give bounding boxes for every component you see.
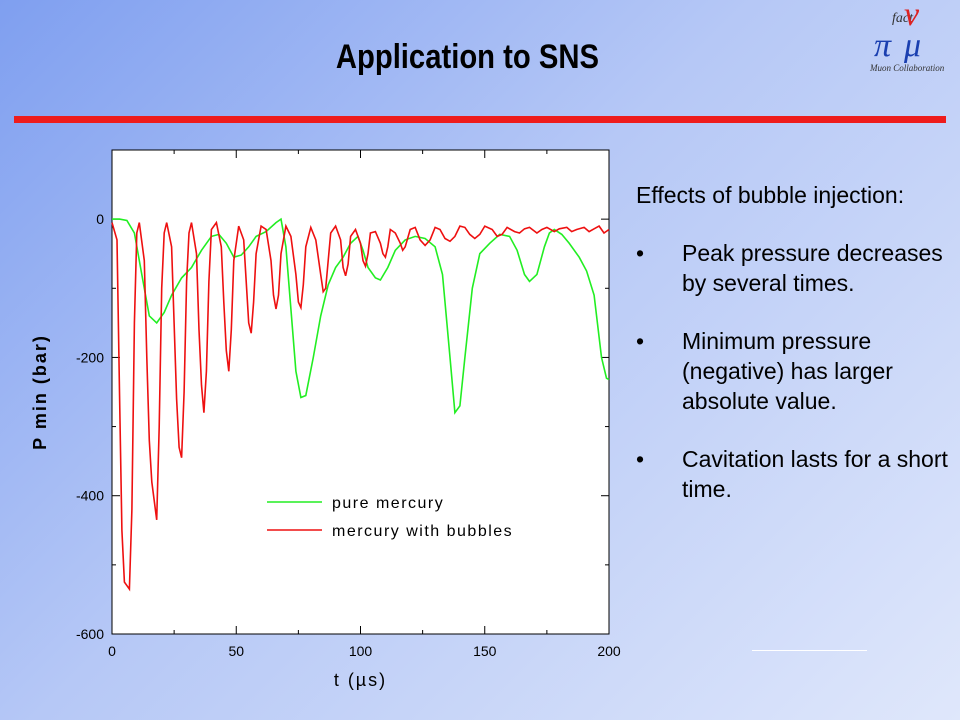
title-rule <box>14 116 946 123</box>
logo-nu: ν <box>904 0 920 33</box>
list-item: • Peak pressure decreases by several time… <box>636 238 956 298</box>
notes-list: • Peak pressure decreases by several time… <box>636 238 956 504</box>
y-tick-label: -400 <box>76 488 104 504</box>
y-tick-label: -200 <box>76 349 104 365</box>
y-tick-label: 0 <box>96 211 104 227</box>
bullet-icon: • <box>636 328 645 354</box>
bullet-text: Cavitation lasts for a short time. <box>682 446 948 502</box>
axis-ticks <box>111 149 610 635</box>
x-tick-label: 100 <box>349 643 373 659</box>
axis-tick-labels: 0 50 100 150 200 0 -200 -400 -600 <box>76 211 621 659</box>
bullet-text: Minimum pressure (negative) has larger a… <box>682 328 893 414</box>
bullet-text: Peak pressure decreases by several times… <box>682 240 943 296</box>
pressure-chart: 0 50 100 150 200 0 -200 -400 -600 pure mercury m… <box>20 135 640 695</box>
logo-pi: π <box>874 27 892 64</box>
legend-label-mercury-with-bubbles: mercury with bubbles <box>332 523 513 540</box>
series-line-pure-mercury <box>112 217 610 415</box>
list-item: • Cavitation lasts for a short time. <box>636 444 956 504</box>
legend-label-pure-mercury: pure mercury <box>332 495 444 512</box>
logo-mu: μ <box>903 27 921 64</box>
x-tick-label: 200 <box>597 643 621 659</box>
notes-heading: Effects of bubble injection: <box>636 182 905 208</box>
notes-panel: Effects of bubble injection: • Peak press… <box>636 180 956 532</box>
chart-svg: 0 50 100 150 200 0 -200 -400 -600 pure mercury m… <box>30 149 621 690</box>
y-tick-label: -600 <box>76 626 104 642</box>
logo-icon: fact ν π μ <box>874 0 921 64</box>
x-tick-label: 150 <box>473 643 497 659</box>
chart-legend: pure mercury mercury with bubbles <box>267 495 513 540</box>
slide-title: Application to SNS <box>335 38 600 76</box>
bullet-icon: • <box>636 240 645 266</box>
plot-area <box>111 149 610 635</box>
list-item: • Minimum pressure (negative) has larger … <box>636 326 956 416</box>
logo-fact: fact <box>892 11 914 26</box>
collaboration-logo: fact ν π μ <box>852 0 960 82</box>
x-axis-label: t (µs) <box>334 670 387 690</box>
x-tick-label: 0 <box>108 643 116 659</box>
x-tick-label: 50 <box>228 643 244 659</box>
logo-caption: Muon Collaboration <box>870 63 945 73</box>
y-axis-label: P min (bar) <box>30 334 50 450</box>
decorative-line <box>752 650 867 651</box>
series-line-mercury-with-bubbles <box>111 220 610 592</box>
bullet-icon: • <box>636 446 645 472</box>
